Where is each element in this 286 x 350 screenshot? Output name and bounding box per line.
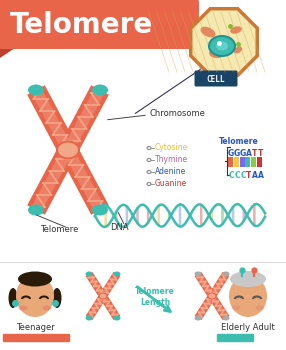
Text: Telomere
Length: Telomere Length <box>135 287 175 307</box>
Polygon shape <box>101 273 119 297</box>
Ellipse shape <box>200 27 215 37</box>
Ellipse shape <box>223 315 229 321</box>
Ellipse shape <box>57 141 79 159</box>
Ellipse shape <box>194 272 202 276</box>
FancyBboxPatch shape <box>234 157 239 167</box>
Text: A: A <box>246 148 252 158</box>
Polygon shape <box>59 85 109 155</box>
Text: T: T <box>252 148 258 158</box>
Polygon shape <box>196 273 214 297</box>
Ellipse shape <box>230 26 242 34</box>
Ellipse shape <box>43 306 51 310</box>
Polygon shape <box>31 147 73 212</box>
Ellipse shape <box>28 204 44 216</box>
Ellipse shape <box>99 293 107 299</box>
Text: Telomere: Telomere <box>40 225 78 234</box>
Text: Teenager: Teenager <box>16 323 54 332</box>
Ellipse shape <box>18 272 52 287</box>
Text: C: C <box>234 170 240 180</box>
Ellipse shape <box>19 306 27 310</box>
Text: A: A <box>252 170 258 180</box>
Ellipse shape <box>114 315 120 321</box>
Polygon shape <box>100 294 120 320</box>
Text: Cytosine: Cytosine <box>155 144 188 153</box>
Text: C: C <box>240 170 246 180</box>
Text: A: A <box>258 170 264 180</box>
FancyBboxPatch shape <box>245 157 251 167</box>
FancyBboxPatch shape <box>194 70 237 86</box>
Text: Chromosome: Chromosome <box>150 108 206 118</box>
FancyBboxPatch shape <box>0 0 199 49</box>
Ellipse shape <box>114 272 120 276</box>
Polygon shape <box>100 272 120 298</box>
Text: T: T <box>246 170 252 180</box>
Polygon shape <box>210 273 228 297</box>
Polygon shape <box>195 272 215 298</box>
Text: T: T <box>258 148 264 158</box>
Ellipse shape <box>92 204 108 216</box>
FancyBboxPatch shape <box>257 157 262 167</box>
Text: C: C <box>228 170 234 180</box>
Text: G: G <box>240 148 246 158</box>
Text: Guanine: Guanine <box>155 180 187 189</box>
Polygon shape <box>27 145 77 215</box>
Text: DNA: DNA <box>110 223 129 231</box>
Polygon shape <box>210 295 228 319</box>
Polygon shape <box>191 9 257 75</box>
Ellipse shape <box>92 84 108 96</box>
Polygon shape <box>208 294 229 320</box>
Polygon shape <box>195 294 215 320</box>
Ellipse shape <box>216 42 228 50</box>
Ellipse shape <box>208 293 216 299</box>
Ellipse shape <box>86 272 92 276</box>
Polygon shape <box>101 295 119 319</box>
Polygon shape <box>87 295 105 319</box>
Ellipse shape <box>9 288 17 308</box>
Text: Elderly Adult: Elderly Adult <box>221 323 275 332</box>
Text: Adenine: Adenine <box>155 168 186 176</box>
Text: G: G <box>234 148 240 158</box>
Ellipse shape <box>234 47 242 54</box>
Polygon shape <box>86 272 106 298</box>
FancyBboxPatch shape <box>240 157 245 167</box>
FancyBboxPatch shape <box>3 334 70 342</box>
Ellipse shape <box>209 50 223 58</box>
Text: G: G <box>228 148 234 158</box>
Polygon shape <box>63 147 105 212</box>
Polygon shape <box>27 85 77 155</box>
Ellipse shape <box>53 288 61 308</box>
Polygon shape <box>0 46 18 58</box>
Ellipse shape <box>230 271 266 287</box>
Polygon shape <box>208 272 229 298</box>
Text: Thymine: Thymine <box>155 155 188 164</box>
FancyBboxPatch shape <box>228 157 233 167</box>
Ellipse shape <box>209 36 235 56</box>
Text: CELL: CELL <box>207 75 225 84</box>
Polygon shape <box>196 295 214 319</box>
Ellipse shape <box>16 275 54 317</box>
Ellipse shape <box>223 272 229 276</box>
Ellipse shape <box>229 275 267 317</box>
Polygon shape <box>87 273 105 297</box>
Text: Telomere: Telomere <box>10 11 153 39</box>
Text: Telomere: Telomere <box>219 138 259 147</box>
Polygon shape <box>63 88 105 153</box>
Polygon shape <box>59 145 109 215</box>
FancyBboxPatch shape <box>251 157 256 167</box>
Polygon shape <box>86 294 106 320</box>
Ellipse shape <box>255 306 265 310</box>
Ellipse shape <box>194 315 202 321</box>
Ellipse shape <box>86 315 92 321</box>
Ellipse shape <box>28 84 44 96</box>
FancyBboxPatch shape <box>217 334 254 342</box>
Polygon shape <box>31 88 73 153</box>
Ellipse shape <box>231 306 241 310</box>
